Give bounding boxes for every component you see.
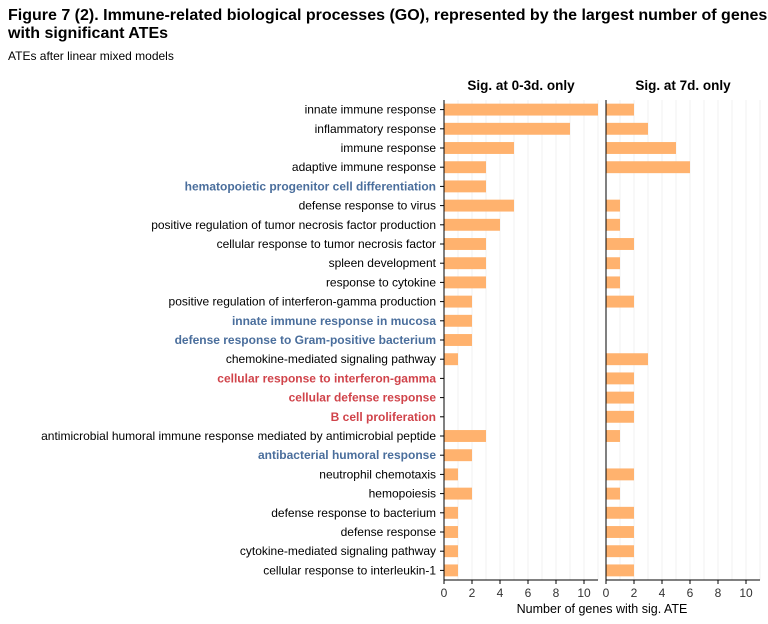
category-label: defense response to virus xyxy=(299,199,436,213)
category-label: adaptive immune response xyxy=(292,160,436,174)
bar xyxy=(444,103,598,116)
bar xyxy=(606,564,634,577)
bar xyxy=(606,391,634,404)
category-label: response to cytokine xyxy=(326,275,436,289)
category-label: cellular response to tumor necrosis fact… xyxy=(217,237,436,251)
bar xyxy=(606,122,648,135)
bar xyxy=(444,180,486,193)
category-label: spleen development xyxy=(329,256,437,270)
category-label: cytokine-mediated signaling pathway xyxy=(240,544,436,558)
x-tick-label: 0 xyxy=(441,586,448,600)
x-tick-label: 6 xyxy=(525,586,532,600)
bar xyxy=(444,238,486,250)
bar xyxy=(444,218,500,231)
bar xyxy=(444,122,570,135)
bar xyxy=(606,487,620,500)
bar xyxy=(606,410,634,423)
category-label: antimicrobial humoral immune response me… xyxy=(41,429,436,443)
bar xyxy=(444,506,458,519)
category-label: antibacterial humoral response xyxy=(258,448,436,462)
x-axis-label: Number of genes with sig. ATE xyxy=(517,602,688,616)
category-label: defense response to bacterium xyxy=(271,506,436,520)
bar xyxy=(606,276,620,289)
x-tick-label: 2 xyxy=(631,586,638,600)
chart-subtitle: ATEs after linear mixed models xyxy=(8,49,174,63)
bar xyxy=(444,314,472,327)
bar xyxy=(606,430,620,442)
bar xyxy=(606,506,634,519)
category-label: immune response xyxy=(341,141,437,155)
x-tick-label: 2 xyxy=(469,586,476,600)
bar xyxy=(606,353,648,366)
category-label: inflammatory response xyxy=(315,122,437,136)
bar xyxy=(444,199,514,212)
bar xyxy=(444,276,486,289)
category-label: cellular response to interleukin-1 xyxy=(263,563,436,577)
bar xyxy=(606,468,634,481)
category-label: neutrophil chemotaxis xyxy=(319,467,436,481)
bar xyxy=(444,468,458,481)
bar xyxy=(606,218,620,231)
bar xyxy=(606,142,676,154)
bar xyxy=(444,353,458,366)
x-tick-label: 8 xyxy=(715,586,722,600)
bar xyxy=(606,526,634,538)
bar xyxy=(606,199,620,212)
category-label: cellular defense response xyxy=(289,391,437,405)
bar xyxy=(606,238,634,250)
category-label: innate immune response in mucosa xyxy=(232,314,436,328)
bar xyxy=(606,372,634,385)
x-tick-label: 10 xyxy=(577,586,591,600)
category-label: innate immune response xyxy=(305,103,437,117)
x-tick-label: 6 xyxy=(687,586,694,600)
bar xyxy=(606,257,620,270)
bar xyxy=(444,526,458,538)
category-label: defense response xyxy=(341,525,437,539)
category-label: hemopoiesis xyxy=(369,487,436,501)
x-tick-label: 4 xyxy=(497,586,504,600)
bar xyxy=(444,564,458,577)
bar xyxy=(444,449,472,462)
bar xyxy=(444,295,472,308)
category-label: chemokine-mediated signaling pathway xyxy=(226,352,436,366)
bar xyxy=(444,142,514,154)
bar xyxy=(606,161,690,174)
chart-title: Figure 7 (2). Immune-related biological … xyxy=(8,7,768,42)
category-label: positive regulation of tumor necrosis fa… xyxy=(151,218,436,232)
facet-label: Sig. at 7d. only xyxy=(635,78,731,93)
x-tick-label: 0 xyxy=(603,586,610,600)
category-label: positive regulation of interferon-gamma … xyxy=(169,295,436,309)
bar xyxy=(606,545,634,558)
category-label: cellular response to interferon-gamma xyxy=(217,371,436,385)
category-label: B cell proliferation xyxy=(331,410,436,424)
x-tick-label: 10 xyxy=(739,586,753,600)
bar xyxy=(606,295,634,308)
bar xyxy=(444,487,472,500)
x-tick-label: 8 xyxy=(553,586,560,600)
category-label: hematopoietic progenitor cell differenti… xyxy=(185,179,436,193)
bar xyxy=(444,334,472,346)
bar xyxy=(606,103,634,116)
x-tick-label: 4 xyxy=(659,586,666,600)
bar xyxy=(444,257,486,270)
category-label: defense response to Gram-positive bacter… xyxy=(175,333,436,347)
bar xyxy=(444,430,486,442)
bar xyxy=(444,545,458,558)
bar xyxy=(444,161,486,174)
facet-label: Sig. at 0-3d. only xyxy=(467,78,575,93)
